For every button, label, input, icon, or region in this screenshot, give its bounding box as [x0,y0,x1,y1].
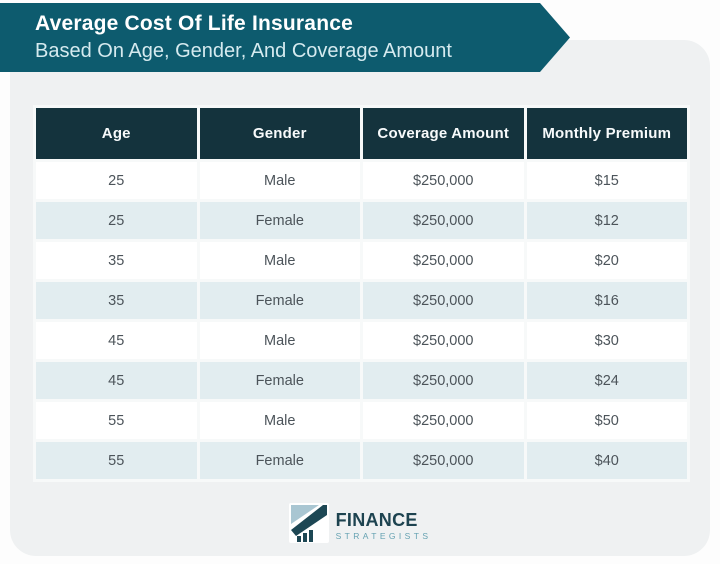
table-row: 55 Female $250,000 $40 [36,442,687,479]
column-header-gender: Gender [199,108,360,159]
table-row: 45 Male $250,000 $30 [36,322,687,359]
cell-age: 55 [36,402,197,439]
cell-age: 25 [36,162,197,199]
table-body: 25 Male $250,000 $15 25 Female $250,000 … [36,162,687,479]
cell-monthly-premium: $16 [526,282,687,319]
column-header-age: Age [36,108,197,159]
column-header-coverage-amount: Coverage Amount [363,108,524,159]
cell-monthly-premium: $30 [526,322,687,359]
cell-gender: Female [199,282,360,319]
table-row: 35 Male $250,000 $20 [36,242,687,279]
table-header-row: Age Gender Coverage Amount Monthly Premi… [36,108,687,159]
cell-age: 35 [36,282,197,319]
title-banner-ribbon: Average Cost Of Life Insurance Based On … [0,3,570,72]
cell-coverage-amount: $250,000 [363,242,524,279]
cell-gender: Female [199,202,360,239]
cell-monthly-premium: $15 [526,162,687,199]
cell-coverage-amount: $250,000 [363,442,524,479]
cell-monthly-premium: $24 [526,362,687,399]
table-row: 25 Female $250,000 $12 [36,202,687,239]
brand-name: FINANCE [335,509,418,530]
cell-gender: Female [199,362,360,399]
cell-monthly-premium: $50 [526,402,687,439]
table-row: 35 Female $250,000 $16 [36,282,687,319]
table-row: 25 Male $250,000 $15 [36,162,687,199]
table-head: Age Gender Coverage Amount Monthly Premi… [36,108,687,159]
cell-age: 35 [36,242,197,279]
cell-coverage-amount: $250,000 [363,322,524,359]
finance-strategists-logo-icon [288,502,329,549]
cell-gender: Female [199,442,360,479]
column-header-monthly-premium: Monthly Premium [526,108,687,159]
cell-age: 55 [36,442,197,479]
cell-monthly-premium: $40 [526,442,687,479]
page-title: Average Cost Of Life Insurance [35,11,353,35]
page-subtitle: Based On Age, Gender, And Coverage Amoun… [35,40,452,63]
cell-age: 45 [36,362,197,399]
table-row: 55 Male $250,000 $50 [36,402,687,439]
table-row: 45 Female $250,000 $24 [36,362,687,399]
cell-coverage-amount: $250,000 [363,282,524,319]
cell-gender: Male [199,242,360,279]
brand-wordmark: FINANCE STRATEGISTS [336,511,432,541]
cell-monthly-premium: $12 [526,202,687,239]
cell-coverage-amount: $250,000 [363,362,524,399]
brand-subname: STRATEGISTS [335,530,432,541]
cell-gender: Male [199,402,360,439]
cell-monthly-premium: $20 [526,242,687,279]
cell-age: 25 [36,202,197,239]
cell-gender: Male [199,162,360,199]
cell-coverage-amount: $250,000 [363,162,524,199]
brand-footer: FINANCE STRATEGISTS [0,502,720,549]
cell-age: 45 [36,322,197,359]
insurance-cost-table: Age Gender Coverage Amount Monthly Premi… [33,105,690,482]
cell-coverage-amount: $250,000 [363,202,524,239]
cell-coverage-amount: $250,000 [363,402,524,439]
cell-gender: Male [199,322,360,359]
